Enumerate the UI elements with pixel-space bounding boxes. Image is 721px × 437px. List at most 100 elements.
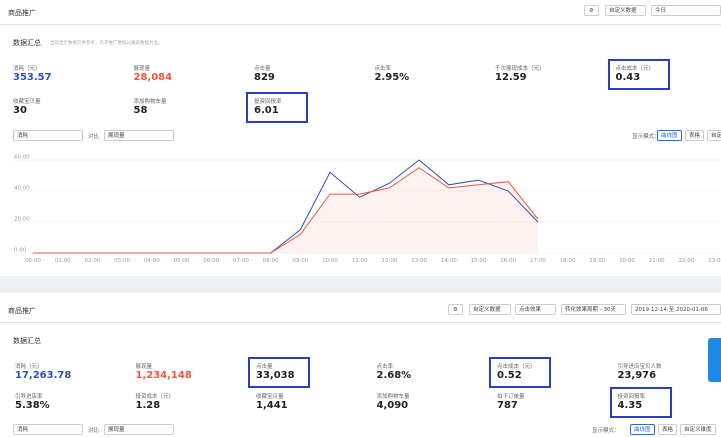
x-tick-label: 03:00 [114, 258, 130, 264]
series-area [33, 167, 538, 253]
custom-dropdown[interactable]: 自定义数据 [469, 304, 511, 315]
metric-value: 5.38% [15, 400, 50, 411]
settings-button[interactable]: ⚙ [584, 5, 599, 16]
highlight-box [489, 357, 551, 388]
settings-button[interactable]: ⚙ [448, 304, 463, 315]
metric-label: 展现量 [133, 66, 151, 72]
compare-label: 对比 [88, 134, 100, 140]
mode-option[interactable]: 曲线图 [630, 424, 655, 435]
metric-value: 23,976 [617, 370, 657, 381]
date-input[interactable]: 今日 [651, 5, 721, 16]
metric-label: 点击量 [256, 364, 273, 370]
x-tick-label: 23:00 [708, 258, 721, 264]
metric-label: 引导进店率 [15, 394, 43, 400]
metric-label: 投资成本（元） [135, 394, 175, 400]
mode-option[interactable]: 表格 [685, 130, 705, 141]
metric-label: 点击率 [376, 364, 394, 370]
metric-value: 30 [13, 105, 27, 116]
compare-select[interactable]: 展现量 [104, 130, 174, 141]
metric-label: 引导进店宝贝人数 [617, 364, 662, 370]
y-tick-label: 40.00 [14, 186, 30, 192]
y-tick-label: 60.00 [14, 155, 30, 161]
x-tick-label: 15:00 [471, 258, 487, 264]
metric-value: 4.35 [617, 400, 643, 411]
section-note: 当前显示数据仅供参考，历史推广数据以报表数据为准。 [50, 41, 163, 46]
divider [0, 322, 721, 323]
metric-value: 1.28 [135, 400, 161, 411]
x-tick-label: 17:00 [530, 258, 546, 264]
series-line [33, 167, 539, 254]
metric-label: 消耗（元） [13, 66, 41, 72]
y-tick-label: 20.00 [14, 217, 30, 223]
page-title: 商品推广 [8, 9, 36, 17]
metric-value: 1,234,148 [135, 370, 192, 381]
section-title: 数据汇总 [13, 337, 41, 345]
metric-label: 点击成本（元） [615, 66, 655, 72]
compare-select[interactable]: 展现量 [104, 424, 174, 435]
metric-label: 添加购物车量 [376, 394, 410, 400]
metric-value: 12.59 [495, 72, 527, 83]
date-range[interactable]: 2019-12-14 至 2020-01-06 [631, 304, 721, 315]
x-tick-label: 22:00 [678, 258, 694, 264]
metric-value: 1,441 [256, 400, 288, 411]
x-tick-label: 08:00 [263, 258, 279, 264]
metric-value: 787 [497, 400, 518, 411]
metric-select[interactable]: 消耗 [13, 424, 83, 435]
metric-label: 添加购物车量 [133, 99, 167, 105]
metric-label: 收藏宝贝量 [13, 99, 41, 105]
x-tick-label: 13:00 [411, 258, 427, 264]
mode-label: 显示模式： [632, 134, 660, 140]
divider [0, 24, 721, 25]
metric-label: 拍下订单量 [497, 394, 525, 400]
x-tick-label: 10:00 [322, 258, 338, 264]
x-tick-label: 07:00 [233, 258, 249, 264]
highlight-box [607, 59, 670, 90]
x-tick-label: 20:00 [619, 258, 635, 264]
metric-value: 2.95% [374, 72, 410, 83]
x-tick-label: 19:00 [589, 258, 605, 264]
metric-value: 353.57 [13, 72, 52, 83]
metric-label: 收藏宝贝量 [256, 394, 284, 400]
metric-select[interactable]: 消耗 [13, 130, 83, 141]
highlight-box [609, 387, 672, 418]
mode-option[interactable]: 自定义维度 [680, 424, 716, 435]
metric-value: 4,090 [376, 400, 409, 411]
metric-value: 6.01 [254, 105, 279, 116]
metric-value: 28,084 [133, 72, 173, 83]
period-dropdown[interactable]: 转化效果周期 - 30天 [561, 304, 626, 315]
float-toolbar[interactable] [708, 338, 721, 382]
metric-label: 千次展现成本（元） [495, 66, 545, 72]
x-tick-label: 21:00 [649, 258, 665, 264]
metric-value: 2.68% [376, 370, 412, 381]
mode-option[interactable]: 自定义 [707, 130, 721, 141]
highlight-box [246, 92, 308, 123]
mode-label: 显示模式： [592, 428, 620, 434]
metric-value: 58 [133, 105, 148, 116]
metric-label: 消耗（元） [15, 364, 43, 370]
x-tick-label: 12:00 [381, 258, 397, 264]
section-title: 数据汇总 [13, 39, 41, 47]
metric-label: 点击量 [254, 66, 271, 72]
highlight-box [248, 357, 310, 388]
metric-label: 点击率 [374, 66, 392, 72]
x-tick-label: 06:00 [203, 258, 219, 264]
x-tick-label: 11:00 [352, 258, 368, 264]
x-tick-label: 00:00 [25, 258, 41, 264]
metric-value: 0.52 [497, 370, 522, 381]
metric-label: 投资回报率 [617, 394, 646, 400]
x-tick-label: 09:00 [292, 258, 308, 264]
x-tick-label: 18:00 [560, 258, 576, 264]
line-chart: 0.00 20.00 40.00 60.00 00:00 01:00 02:00 03:00 0… [14, 155, 721, 264]
metric-value: 0.43 [615, 72, 641, 83]
metric-label: 展现量 [135, 364, 153, 370]
custom-dropdown[interactable]: 自定义数据 [605, 5, 646, 16]
metric-label: 投资回报率 [254, 99, 282, 105]
x-tick-label: 16:00 [500, 258, 516, 264]
effect-dropdown[interactable]: 点击效果 [515, 304, 556, 315]
mode-option[interactable]: 曲线图 [657, 130, 682, 141]
x-tick-label: 01:00 [55, 258, 71, 264]
metric-value: 17,263.78 [15, 370, 72, 381]
bottom-panel [0, 293, 721, 437]
mode-option[interactable]: 表格 [658, 424, 678, 435]
